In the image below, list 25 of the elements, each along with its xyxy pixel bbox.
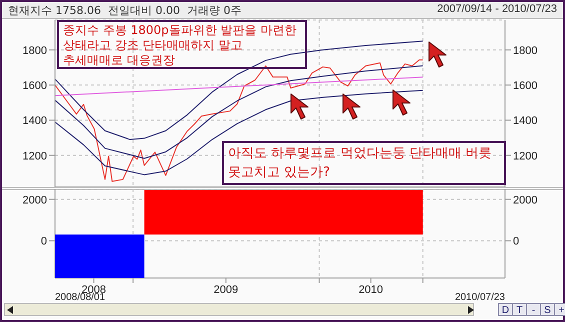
y2-tick-label: 1800	[513, 44, 538, 57]
text: D	[498, 303, 513, 316]
y-tick-label: 1600	[22, 80, 47, 92]
text: 2010/07/23	[454, 292, 505, 303]
y2-tick-label: 2000	[513, 194, 538, 206]
annotation: 아직도 하루몇프로 먹었다는둥 단타매매 버릇 못고치고 있는가?	[222, 141, 506, 185]
x-tick-label: 2009	[214, 284, 238, 296]
text: -	[526, 303, 541, 316]
chart-subtitle: 2007/09/14 - 2010/07/23	[437, 3, 557, 15]
text: +	[554, 303, 565, 316]
text: S	[540, 303, 555, 316]
y-tick-label: 0	[40, 236, 47, 248]
y-tick-label: 2000	[22, 194, 47, 206]
x-tick-label: 2010	[358, 284, 384, 296]
y-tick-label: 1200	[22, 150, 47, 162]
chart-title: 현재지수 1758.06 전일대비 0.00 거래량 0주	[8, 3, 242, 18]
line-series	[55, 40, 424, 140]
text: T	[512, 303, 527, 316]
y-tick-label: 1800	[22, 44, 47, 57]
annotation: 종지수 주봉 1800p돌파위한 발판을 마련한 상태라고 강조 단타매매하지 말고 추세매매로 대응권장	[57, 20, 307, 69]
y2-tick-label: 1400	[513, 115, 538, 128]
y2-tick-label: 1600	[513, 80, 538, 92]
y2-tick-label: 1200	[513, 150, 538, 162]
y-tick-label: 1400	[22, 115, 47, 128]
y2-tick-label: 0	[513, 236, 520, 248]
